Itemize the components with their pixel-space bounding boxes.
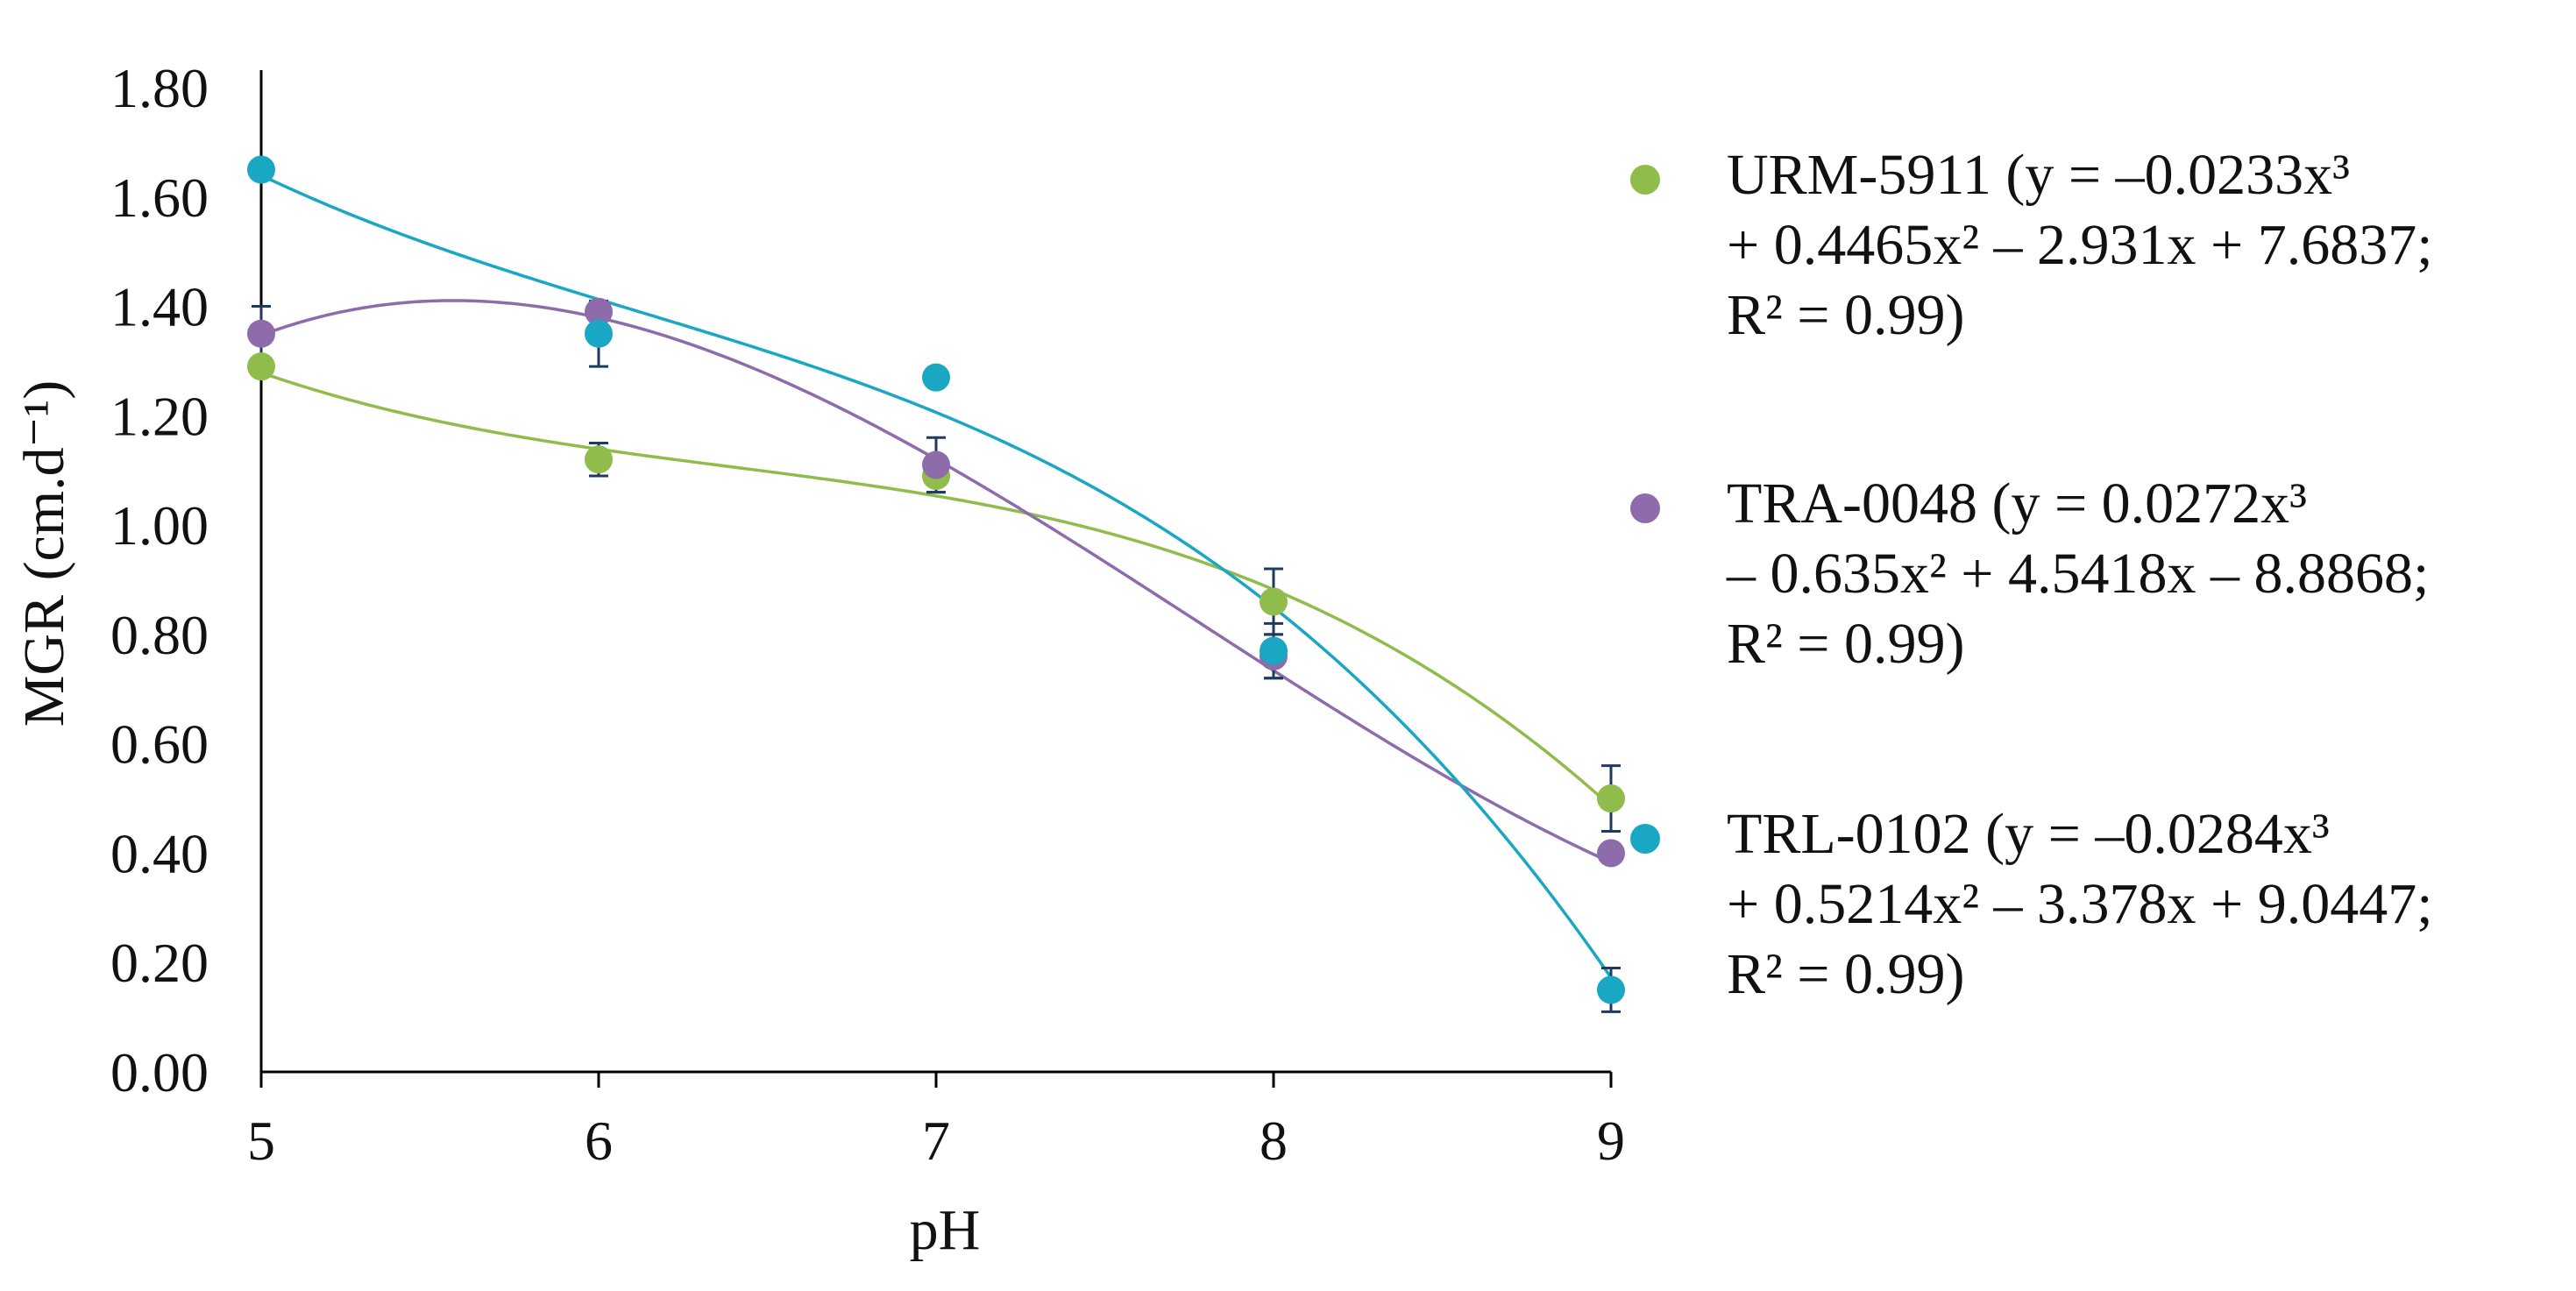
data-points <box>247 155 1625 1004</box>
legend-line: + 0.5214x² – 3.378x + 9.0447; <box>1727 872 2433 936</box>
x-tick-label: 7 <box>922 1110 950 1172</box>
y-tick-label: 0.80 <box>110 604 209 666</box>
y-tick-label: 1.60 <box>110 167 209 229</box>
data-point-series-2 <box>1597 975 1625 1004</box>
data-point-series-0 <box>585 445 613 474</box>
trend-line-series-2 <box>260 174 1613 979</box>
x-tick-label: 9 <box>1597 1110 1625 1172</box>
trend-lines <box>260 174 1613 979</box>
data-point-series-2 <box>1260 636 1288 665</box>
data-point-series-2 <box>585 319 613 348</box>
data-point-series-1 <box>247 319 275 348</box>
y-tick-label: 0.40 <box>110 822 209 884</box>
axes <box>259 70 1613 1088</box>
legend-label-trl-0102: TRL-0102 (y = –0.0284x³ + 0.5214x² – 3.3… <box>1727 799 2433 1010</box>
y-tick-label: 1.80 <box>110 57 209 119</box>
y-axis-title: MGR (cm.d⁻¹) <box>12 380 76 727</box>
trend-line-series-0 <box>260 371 1613 808</box>
legend-line: – 0.635x² + 4.5418x – 8.8868; <box>1727 542 2430 606</box>
error-bars <box>252 299 1621 1013</box>
y-tick-label: 0.20 <box>110 932 209 994</box>
x-tick-label: 8 <box>1260 1110 1288 1172</box>
data-point-series-2 <box>247 155 275 184</box>
data-point-series-0 <box>247 352 275 381</box>
data-point-series-1 <box>922 450 950 479</box>
legend-line: + 0.4465x² – 2.931x + 7.6837; <box>1727 213 2433 277</box>
y-tick-label: 0.00 <box>110 1041 209 1103</box>
data-point-series-2 <box>922 363 950 392</box>
legend-line: R² = 0.99) <box>1727 283 1965 347</box>
legend: URM-5911 (y = –0.0233x³ + 0.4465x² – 2.9… <box>1630 0 2572 1291</box>
legend-label-urm-5911: URM-5911 (y = –0.0233x³ + 0.4465x² – 2.9… <box>1727 140 2433 351</box>
axis-labels: 5 6 7 8 9 0.00 0.20 0.40 0.60 0.80 1.00 1.20 1.40 1.6… <box>12 57 1625 1262</box>
legend-line: TRL-0102 (y = –0.0284x³ <box>1727 802 2330 866</box>
legend-line: TRA-0048 (y = 0.0272x³ <box>1727 472 2307 536</box>
x-axis-title: pH <box>910 1198 981 1262</box>
legend-line: URM-5911 (y = –0.0233x³ <box>1727 143 2350 207</box>
legend-marker-trl-0102 <box>1630 824 1660 854</box>
data-point-series-0 <box>1260 587 1288 616</box>
legend-marker-tra-0048 <box>1630 493 1660 523</box>
y-tick-label: 1.40 <box>110 276 209 338</box>
x-tick-label: 6 <box>585 1110 613 1172</box>
x-tick-label: 5 <box>247 1110 275 1172</box>
legend-marker-urm-5911 <box>1630 165 1660 195</box>
legend-line: R² = 0.99) <box>1727 612 1965 676</box>
y-tick-label: 1.20 <box>110 385 209 447</box>
legend-label-tra-0048: TRA-0048 (y = 0.0272x³ – 0.635x² + 4.541… <box>1727 469 2429 679</box>
y-tick-label: 1.00 <box>110 494 209 557</box>
legend-line: R² = 0.99) <box>1727 942 1965 1006</box>
data-point-series-1 <box>585 297 613 326</box>
data-point-series-1 <box>1597 839 1625 868</box>
data-point-series-0 <box>1597 784 1625 813</box>
y-tick-label: 0.60 <box>110 713 209 776</box>
